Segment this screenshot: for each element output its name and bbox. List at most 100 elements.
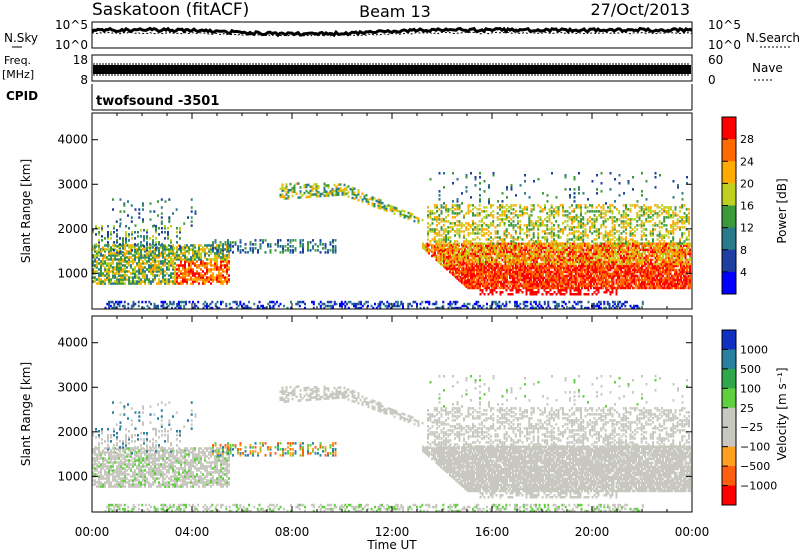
echo-cell	[156, 254, 158, 257]
echo-cell	[561, 258, 564, 262]
echo-cell	[446, 250, 448, 253]
echo-cell	[659, 278, 661, 282]
echo-cell	[525, 268, 528, 272]
echo-cell	[614, 256, 616, 260]
echo-cell	[431, 244, 433, 248]
echo-cell	[303, 191, 306, 195]
echo-cell	[584, 264, 586, 268]
echo-cell	[653, 254, 655, 258]
echo-cell	[150, 270, 152, 273]
echo-cell	[516, 282, 519, 286]
echo-cell	[319, 239, 322, 242]
echo-cell	[138, 246, 140, 249]
echo-cell	[504, 254, 507, 258]
echo-cell	[168, 266, 170, 269]
echo-cell	[98, 276, 100, 279]
echo-cell	[196, 256, 198, 259]
echo-cell	[593, 262, 595, 266]
echo-cell	[312, 247, 314, 250]
echo-cell	[507, 286, 510, 290]
echo-cell	[476, 268, 478, 272]
echo-cell	[333, 189, 336, 193]
echo-cell	[468, 270, 471, 274]
echo-cell	[531, 252, 534, 256]
echo-cell	[216, 256, 218, 259]
echo-cell	[633, 256, 636, 260]
echo-cell	[627, 252, 630, 256]
echo-cell	[319, 243, 322, 246]
echo-cell	[612, 282, 615, 286]
echo-cell	[602, 242, 604, 246]
echo-cell	[497, 276, 499, 280]
echo-cell	[663, 272, 666, 276]
echo-cell	[453, 268, 456, 272]
echo-cell	[307, 241, 309, 244]
echo-cell	[669, 268, 672, 272]
echo-cell	[434, 255, 436, 258]
echo-cell	[524, 258, 526, 262]
echo-cell	[564, 284, 567, 288]
echo-cell	[674, 268, 676, 272]
echo-cell	[114, 252, 116, 255]
echo-cell	[441, 256, 444, 259]
echo-cell	[152, 241, 154, 244]
echo-cell	[684, 256, 687, 260]
echo-cell	[584, 280, 586, 284]
echo-cell	[158, 266, 160, 269]
echo-cell	[597, 282, 600, 286]
echo-cell	[152, 278, 154, 281]
echo-cell	[222, 254, 224, 257]
echo-cell	[144, 282, 146, 285]
echo-cell	[128, 256, 130, 259]
echo-cell	[108, 270, 110, 273]
echo-cell	[533, 272, 535, 276]
echo-cell	[257, 249, 259, 252]
echo-cell	[569, 272, 571, 276]
echo-cell	[495, 284, 498, 288]
echo-cell	[674, 246, 676, 250]
echo-cell	[671, 244, 673, 248]
echo-cell	[289, 249, 292, 252]
echo-cell	[434, 253, 436, 256]
echo-cell	[561, 250, 564, 254]
echo-cell	[371, 196, 374, 199]
echo-cell	[548, 256, 550, 260]
echo-cell	[608, 258, 610, 262]
echo-cell	[324, 251, 327, 254]
echo-cell	[471, 258, 474, 262]
echo-cell	[154, 268, 156, 271]
echo-cell	[337, 187, 340, 190]
echo-cell	[504, 242, 507, 246]
echo-cell	[164, 245, 166, 248]
echo-cell	[545, 250, 547, 254]
echo-cell	[612, 260, 615, 264]
echo-cell	[480, 248, 483, 252]
echo-cell	[160, 254, 162, 257]
echo-cell	[208, 262, 210, 265]
echo-cell	[621, 256, 624, 260]
echo-cell	[152, 270, 154, 273]
echo-cell	[174, 254, 176, 257]
echo-cell	[192, 246, 194, 249]
echo-cell	[554, 260, 556, 264]
echo-cell	[635, 250, 637, 254]
echo-cell	[549, 254, 552, 258]
echo-cell	[224, 243, 227, 246]
echo-cell	[602, 246, 604, 250]
echo-cell	[190, 270, 192, 273]
echo-cell	[518, 272, 520, 276]
echo-cell	[184, 270, 186, 273]
echo-cell	[101, 227, 103, 230]
echo-cell	[477, 246, 480, 250]
echo-cell	[194, 244, 196, 247]
echo-cell	[498, 272, 501, 276]
echo-cell	[467, 268, 469, 272]
echo-cell	[626, 284, 628, 288]
echo-cell	[144, 274, 146, 277]
echo-cell	[525, 260, 528, 264]
echo-cell	[669, 262, 672, 266]
echo-cell	[479, 286, 481, 290]
echo-cell	[660, 258, 663, 262]
echo-cell	[671, 256, 673, 260]
echo-cell	[564, 274, 567, 278]
